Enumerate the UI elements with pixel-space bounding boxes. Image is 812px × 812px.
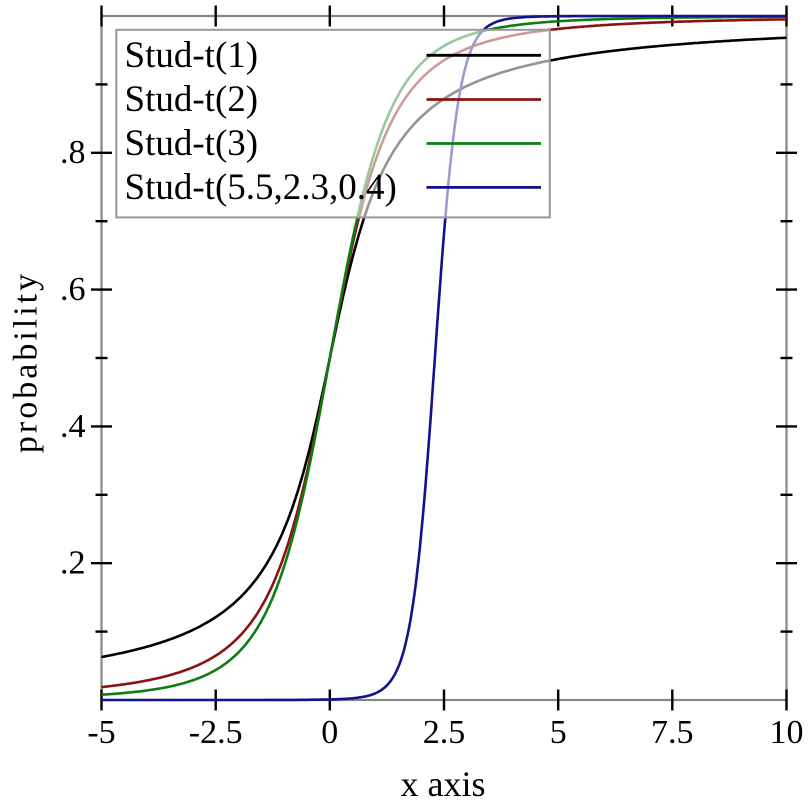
- svg-text:.2: .2: [60, 545, 86, 582]
- svg-text:Stud-t(5.5,2.3,0.4): Stud-t(5.5,2.3,0.4): [125, 167, 397, 208]
- svg-text:2.5: 2.5: [423, 714, 466, 751]
- svg-text:probability: probability: [7, 271, 44, 453]
- svg-text:Stud-t(1): Stud-t(1): [125, 35, 259, 76]
- svg-text:Stud-t(2): Stud-t(2): [125, 79, 259, 120]
- svg-text:10: 10: [770, 714, 804, 751]
- svg-text:.6: .6: [60, 271, 86, 308]
- svg-text:7.5: 7.5: [651, 714, 694, 751]
- svg-text:.8: .8: [60, 134, 86, 171]
- svg-text:-2.5: -2.5: [189, 714, 243, 751]
- svg-text:x axis: x axis: [401, 764, 486, 804]
- svg-text:-5: -5: [87, 714, 115, 751]
- svg-text:5: 5: [550, 714, 567, 751]
- svg-text:0: 0: [321, 714, 338, 751]
- svg-text:Stud-t(3): Stud-t(3): [125, 123, 259, 164]
- svg-text:.4: .4: [60, 408, 86, 445]
